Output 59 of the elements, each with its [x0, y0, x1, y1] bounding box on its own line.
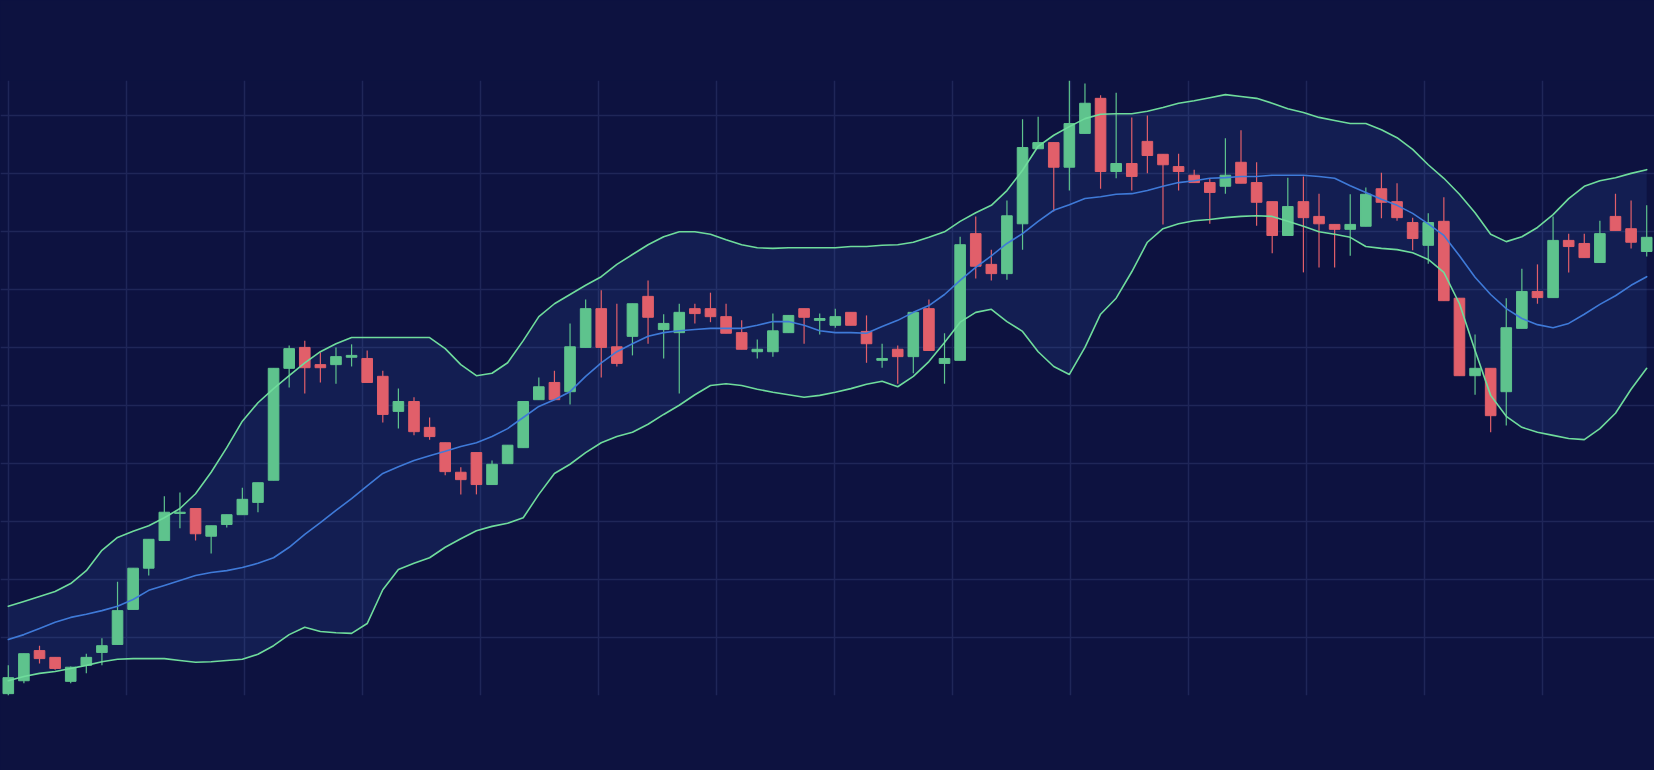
candlestick	[611, 303, 623, 368]
candlestick	[1328, 223, 1341, 269]
candlestick	[423, 416, 436, 441]
candlestick	[798, 308, 810, 345]
candlestick	[314, 351, 327, 384]
candlestick	[1344, 193, 1357, 257]
candlestick	[1578, 233, 1591, 259]
candlestick	[1235, 129, 1247, 184]
candlestick	[345, 343, 358, 368]
candlestick	[1250, 161, 1263, 227]
candlestick	[1391, 182, 1403, 222]
candlestick	[2, 664, 15, 696]
candlestick	[735, 319, 748, 350]
candlestick	[1313, 193, 1325, 269]
candlestick	[938, 332, 951, 385]
candlestick	[1375, 172, 1388, 219]
candlestick	[1625, 199, 1637, 249]
candlestick	[1157, 153, 1169, 226]
candlestick	[767, 312, 779, 358]
candlestick	[533, 376, 545, 401]
candlestick	[330, 346, 342, 385]
candlestick	[1141, 114, 1154, 174]
candlestick	[876, 343, 888, 369]
candlestick	[829, 308, 842, 329]
candlestick	[361, 349, 373, 384]
candlestick	[1297, 175, 1310, 273]
candlestick	[891, 344, 904, 385]
candlestick	[751, 338, 764, 360]
candlestick	[1203, 177, 1216, 225]
candlestick	[813, 312, 826, 336]
candlestick	[298, 340, 311, 395]
candlestick	[236, 487, 249, 516]
candlestick	[689, 303, 701, 325]
candlestick	[1125, 116, 1138, 192]
candlestick	[205, 525, 217, 555]
candlestick	[283, 344, 295, 388]
candlestick	[392, 388, 405, 430]
candlestick	[673, 303, 686, 395]
candlestick	[501, 444, 514, 465]
candlestick	[985, 249, 998, 281]
candlestick	[642, 279, 654, 345]
candlestick	[1531, 263, 1544, 305]
candlestick	[1640, 204, 1653, 257]
candlestick	[1172, 153, 1185, 192]
candlestick	[720, 303, 732, 334]
candlestick	[1609, 193, 1622, 232]
candlestick	[1469, 333, 1481, 396]
candlestick	[1110, 92, 1122, 179]
candlestick	[174, 491, 186, 529]
candlestick	[548, 370, 561, 401]
candlestick	[96, 637, 108, 666]
candlestick	[252, 482, 264, 513]
candlestick	[657, 313, 670, 360]
candlestick	[1562, 233, 1575, 273]
candlestick	[704, 292, 717, 323]
candlestick	[486, 459, 498, 486]
candlestick	[1422, 212, 1435, 265]
candlestick	[1406, 217, 1419, 251]
candlestick	[455, 466, 467, 495]
